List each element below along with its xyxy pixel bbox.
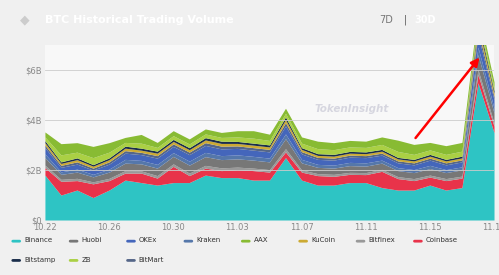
Text: Bitfinex: Bitfinex xyxy=(368,237,395,243)
Text: Huobi: Huobi xyxy=(81,237,102,243)
Text: Binance: Binance xyxy=(24,237,52,243)
Text: BTC Historical Trading Volume: BTC Historical Trading Volume xyxy=(45,15,234,25)
Text: TokenInsight: TokenInsight xyxy=(314,104,389,114)
Text: |: | xyxy=(404,15,408,25)
Text: BitMart: BitMart xyxy=(139,257,164,263)
Text: AAX: AAX xyxy=(253,237,268,243)
Text: ◆: ◆ xyxy=(20,13,29,26)
Text: ZB: ZB xyxy=(81,257,91,263)
Text: 30D: 30D xyxy=(414,15,436,25)
Text: Kraken: Kraken xyxy=(196,237,221,243)
Text: OKEx: OKEx xyxy=(139,237,157,243)
Text: 7D: 7D xyxy=(379,15,393,25)
Text: Coinbase: Coinbase xyxy=(426,237,458,243)
Text: Bitstamp: Bitstamp xyxy=(24,257,55,263)
Text: KuCoin: KuCoin xyxy=(311,237,335,243)
